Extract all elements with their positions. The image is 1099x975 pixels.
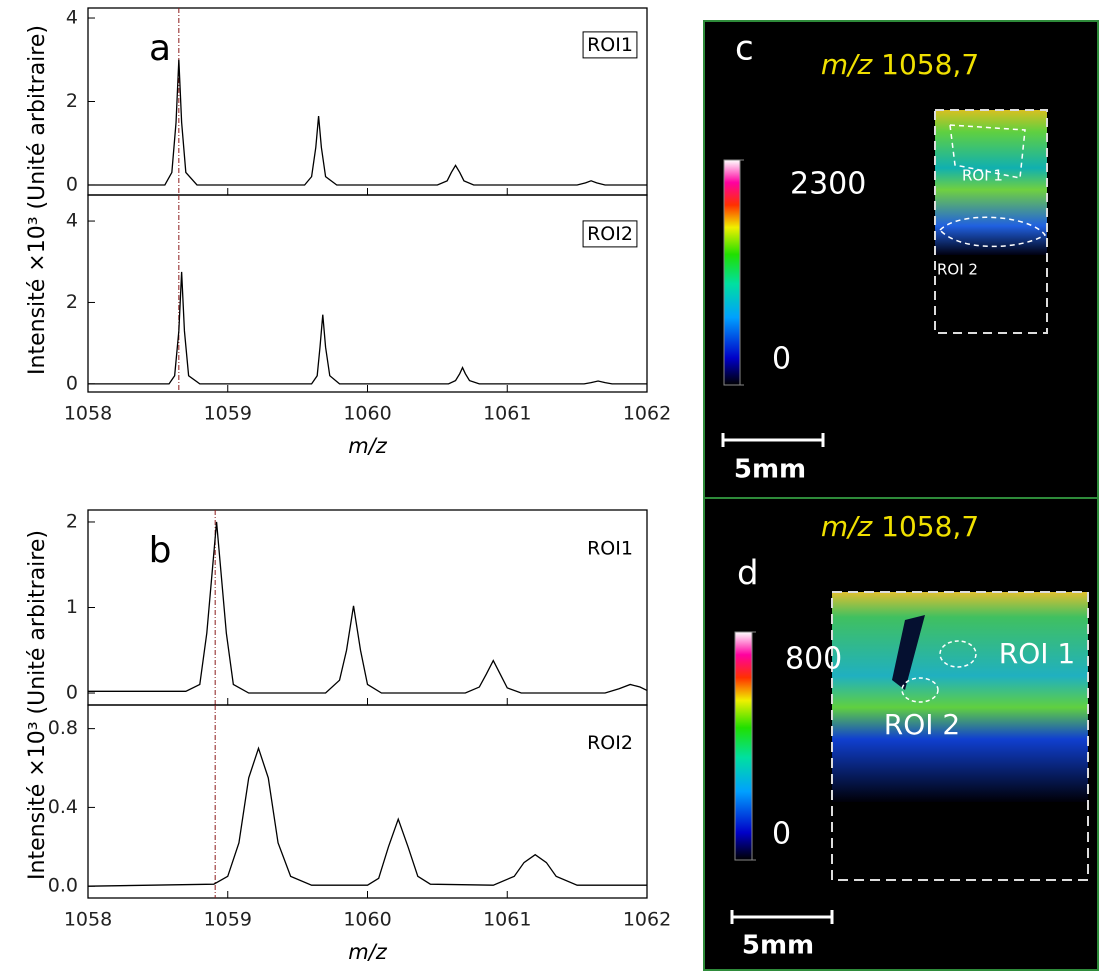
y-tick-label: 4 <box>66 210 78 232</box>
image-panel <box>703 20 1099 971</box>
title-italic: m/z <box>821 510 874 543</box>
roi-label: ROI 1 <box>962 167 1003 185</box>
y-tick-label: 2 <box>66 510 78 532</box>
legend-label: ROI2 <box>587 223 633 245</box>
y-tick-label: 0 <box>66 372 78 394</box>
title-italic: m/z <box>821 48 874 81</box>
x-tick-label: 1060 <box>343 403 391 425</box>
y-tick-label: 4 <box>66 7 78 29</box>
scale-bar-label: 5mm <box>734 455 806 485</box>
roi-label: ROI 2 <box>937 261 978 279</box>
panel-label: a <box>149 28 171 69</box>
y-axis-label: Intensité ×10³ (Unité arbitraire) <box>25 530 50 880</box>
plot-frame <box>87 509 648 706</box>
x-tick-label: 1058 <box>64 403 112 425</box>
x-axis-label: m/z <box>348 434 388 458</box>
spectrum-line <box>88 521 648 694</box>
y-tick-label: 0.0 <box>48 875 78 897</box>
title-value: 1058,7 <box>881 48 979 81</box>
panel-label: c <box>735 29 754 69</box>
legend-label: ROI2 <box>587 732 633 754</box>
colorbar-max: 2300 <box>790 167 866 202</box>
image-title: m/z 1058,7 <box>821 48 979 81</box>
spectrum-line <box>88 59 647 186</box>
y-tick-label: 2 <box>66 291 78 313</box>
y-axis-label: Intensité ×10³ (Unité arbitraire) <box>25 25 50 375</box>
plot-frame <box>87 194 648 393</box>
legend-label: ROI1 <box>587 538 633 560</box>
colorbar-max: 800 <box>785 642 842 677</box>
x-tick-label: 1059 <box>204 909 252 931</box>
legend-box <box>582 220 638 248</box>
legend-box <box>582 31 638 59</box>
roi-label: ROI 2 <box>884 708 960 741</box>
scale-bar-label: 5mm <box>742 931 814 961</box>
x-tick-label: 1059 <box>204 403 252 425</box>
y-tick-label: 0.8 <box>48 717 78 739</box>
y-tick-label: 0 <box>66 682 78 704</box>
x-tick-label: 1061 <box>483 403 531 425</box>
panel-label: b <box>149 530 172 571</box>
colorbar-min: 0 <box>772 817 791 852</box>
x-tick-label: 1061 <box>483 909 531 931</box>
image-title: m/z 1058,7 <box>821 510 979 543</box>
y-tick-label: 2 <box>66 90 78 112</box>
spectrum-line <box>88 271 647 385</box>
x-tick-label: 1062 <box>623 403 671 425</box>
x-tick-label: 1062 <box>623 909 671 931</box>
spectrum-line <box>87 746 647 887</box>
y-tick-label: 0.4 <box>48 796 78 818</box>
plot-frame <box>87 704 648 899</box>
x-tick-label: 1058 <box>64 909 112 931</box>
y-tick-label: 0 <box>66 173 78 195</box>
y-tick-label: 1 <box>66 596 78 618</box>
roi-label: ROI 1 <box>999 637 1075 670</box>
legend-label: ROI1 <box>587 34 633 56</box>
panel-label: d <box>737 554 759 594</box>
x-tick-label: 1060 <box>343 909 391 931</box>
colorbar-min: 0 <box>772 342 791 377</box>
title-value: 1058,7 <box>881 510 979 543</box>
x-axis-label: m/z <box>348 940 388 964</box>
